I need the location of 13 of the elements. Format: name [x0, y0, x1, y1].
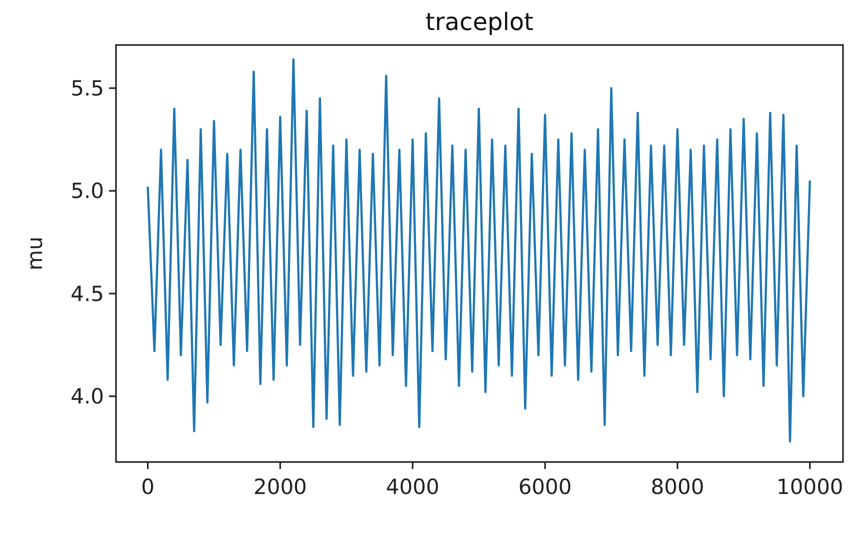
x-tick-label: 6000: [518, 475, 572, 499]
y-axis-title: mu: [23, 236, 47, 270]
y-tick-label: 4.0: [70, 384, 104, 409]
x-tick-label: 4000: [386, 475, 440, 499]
x-tick-label: 8000: [650, 475, 704, 499]
x-tick-label: 2000: [253, 475, 307, 499]
y-tick-label: 4.5: [70, 282, 104, 306]
y-tick-label: 5.0: [70, 179, 104, 204]
x-tick-label: 0: [141, 475, 154, 499]
x-tick-label: 10000: [776, 475, 844, 499]
y-tick-label: 5.5: [70, 76, 104, 100]
line-series: [146, 58, 811, 443]
chart-title: traceplot: [426, 8, 534, 36]
